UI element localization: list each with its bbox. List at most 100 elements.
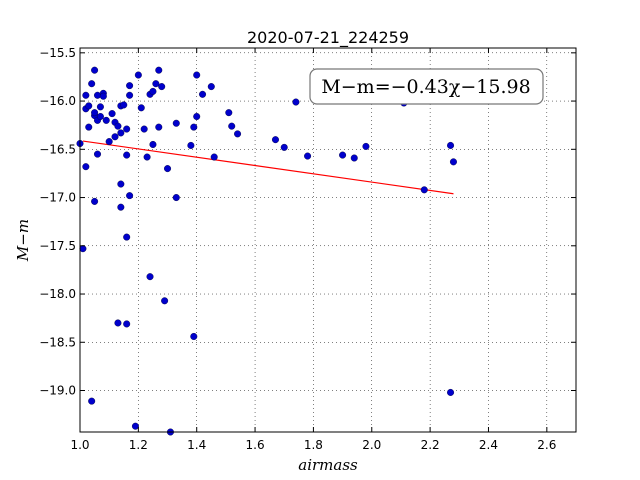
data-point <box>362 142 370 150</box>
data-point <box>126 91 134 99</box>
data-point <box>210 153 218 161</box>
data-point <box>155 123 163 131</box>
data-point <box>82 163 90 171</box>
data-point <box>187 141 195 149</box>
data-point <box>199 90 207 98</box>
fit-annotation: M−m=−0.43χ−15.98 <box>309 68 544 105</box>
x-axis-label: airmass <box>298 456 358 474</box>
data-point <box>117 180 125 188</box>
chart-title: 2020-07-21_224259 <box>247 28 409 48</box>
x-tick-label: 1.0 <box>70 438 89 452</box>
x-tick-label: 2.2 <box>421 438 440 452</box>
data-point <box>193 113 201 121</box>
data-point <box>447 388 455 396</box>
data-point <box>123 151 131 159</box>
x-tick-label: 1.8 <box>304 438 323 452</box>
data-point <box>96 103 104 111</box>
data-point <box>126 192 134 200</box>
data-point <box>271 136 279 144</box>
data-point <box>164 165 172 173</box>
data-point <box>134 71 142 79</box>
y-tick-label: −15.5 <box>39 46 76 60</box>
data-point <box>172 119 180 127</box>
x-tick-label: 1.6 <box>246 438 265 452</box>
data-point <box>207 83 215 91</box>
data-point <box>114 319 122 327</box>
data-point <box>111 133 119 141</box>
data-point <box>234 130 242 138</box>
data-point <box>339 151 347 159</box>
x-tick-labels: 1.0 1.2 1.4 1.6 1.8 2.0 2.2 2.4 2.6 <box>70 438 556 452</box>
data-point <box>85 123 93 131</box>
data-point <box>140 125 148 133</box>
x-tick-label: 2.4 <box>479 438 498 452</box>
data-point <box>82 91 90 99</box>
y-tick-label: −19.0 <box>39 384 76 398</box>
y-tick-labels: −15.5 −16.0 −16.5 −17.0 −17.5 −18.0 −18.5 −19.0 <box>39 46 76 398</box>
fit-equation: M−m=−0.43χ−15.98 <box>321 76 530 98</box>
data-point <box>190 332 198 340</box>
data-points <box>76 66 457 436</box>
data-point <box>225 109 233 117</box>
data-point <box>304 152 312 160</box>
data-point <box>161 297 169 305</box>
x-tick-label: 2.6 <box>537 438 556 452</box>
data-point <box>91 197 99 205</box>
data-point <box>88 80 96 88</box>
data-point <box>96 113 104 121</box>
data-point <box>158 83 166 91</box>
data-point <box>102 116 110 124</box>
data-point <box>123 233 131 241</box>
data-point <box>85 102 93 110</box>
data-point <box>99 92 107 100</box>
plot-frame <box>79 47 577 433</box>
data-point <box>94 91 102 99</box>
data-point <box>146 273 154 281</box>
y-tick-label: −17.0 <box>39 191 76 205</box>
data-point <box>172 194 180 202</box>
annotation-box <box>309 68 544 105</box>
data-point <box>149 87 157 95</box>
data-point <box>449 158 457 166</box>
x-tick-label: 1.2 <box>129 438 148 452</box>
x-tick-label: 2.0 <box>362 438 381 452</box>
data-point <box>152 80 160 88</box>
data-point <box>280 143 288 151</box>
data-point <box>117 129 125 137</box>
x-tick-label: 1.4 <box>187 438 206 452</box>
data-point <box>105 138 113 146</box>
fit-line <box>82 140 454 195</box>
data-point <box>91 109 99 117</box>
axis-ticks <box>79 48 576 432</box>
data-point <box>131 422 139 430</box>
data-point <box>126 82 134 90</box>
y-tick-label: −18.0 <box>39 287 76 301</box>
data-point <box>108 110 116 118</box>
y-tick-label: −18.5 <box>39 335 76 349</box>
data-point <box>120 101 128 109</box>
data-point <box>447 141 455 149</box>
data-point <box>149 140 157 148</box>
data-point <box>117 203 125 211</box>
data-point <box>143 153 151 161</box>
y-tick-label: −16.0 <box>39 94 76 108</box>
data-point <box>91 66 99 74</box>
y-tick-label: −17.5 <box>39 239 76 253</box>
data-point <box>114 122 122 130</box>
data-point <box>190 123 198 131</box>
data-point <box>137 104 145 112</box>
data-point <box>123 320 131 328</box>
data-point <box>155 66 163 74</box>
data-point <box>292 98 300 106</box>
data-point <box>420 186 428 194</box>
fit-line-group <box>82 140 454 195</box>
data-point <box>350 154 358 162</box>
y-axis-label: M−m <box>14 219 32 262</box>
data-point <box>88 397 96 405</box>
data-point <box>228 122 236 130</box>
data-point <box>79 245 87 253</box>
data-point <box>193 71 201 79</box>
data-point <box>123 125 131 133</box>
y-tick-label: −16.5 <box>39 142 76 156</box>
